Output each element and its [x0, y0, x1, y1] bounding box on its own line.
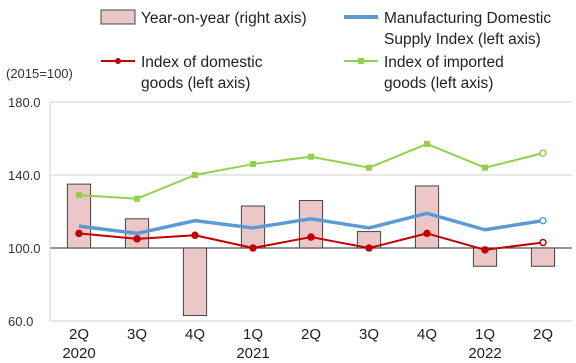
legend-label-bars: Year-on-year (right axis)	[141, 10, 307, 27]
series-point-2	[250, 161, 256, 168]
legend-marker-series-1	[115, 58, 121, 64]
bar	[66, 183, 92, 249]
x-tick-label: 4Q	[417, 326, 437, 343]
series-point-2	[192, 172, 198, 178]
bar	[298, 200, 324, 249]
x-year-label: 2022	[468, 345, 501, 362]
series-point-1	[191, 231, 199, 239]
x-tick-label: 1Q	[475, 326, 495, 343]
x-year-label: 2021	[236, 345, 269, 362]
x-year-label: 2020	[62, 345, 95, 362]
y-tick-label: 100.0	[8, 241, 41, 256]
x-tick-label: 2Q	[69, 326, 89, 343]
series-point-2	[76, 192, 82, 199]
y-tick-label: 180.0	[8, 95, 41, 110]
legend-label-series-1-line-1: Index of domestic	[141, 54, 263, 71]
series-point-1	[249, 244, 257, 252]
series-point-2	[539, 149, 547, 157]
series-point-1	[481, 246, 489, 254]
y-tick-label: 140.0	[8, 168, 41, 183]
series-point-2	[366, 164, 372, 171]
series-point-1	[539, 238, 547, 247]
series-point-1	[423, 229, 431, 238]
series-point-1	[133, 235, 141, 243]
x-tick-label: 3Q	[359, 326, 379, 343]
series-point-2	[424, 140, 430, 147]
x-axis-ticks: 2Q 2020 3Q 4Q 1Q 2021 2Q 3Q 4Q 1Q 2022 2Q	[62, 326, 553, 362]
series-line-0	[78, 211, 544, 236]
series-point-1	[75, 229, 83, 238]
series-point-2	[482, 164, 488, 171]
legend: Year-on-year (right axis) Manufacturing …	[100, 9, 551, 92]
x-tick-label: 3Q	[127, 326, 147, 343]
series-point-1	[365, 244, 373, 252]
y-axis-ticks: 60.0 100.0 140.0 180.0	[8, 95, 41, 329]
series-point-2	[134, 195, 140, 202]
legend-label-series-2-line-1: Index of imported	[384, 54, 504, 71]
series-point-1	[307, 233, 315, 241]
legend-label-series-0-line-1: Manufacturing Domestic	[384, 10, 551, 27]
x-tick-label: 2Q	[301, 326, 321, 343]
bar	[182, 247, 208, 317]
legend-label-series-1-line-2: goods (left axis)	[141, 75, 250, 92]
x-tick-label: 2Q	[533, 326, 553, 343]
legend-marker-series-2	[358, 58, 364, 64]
bar	[530, 247, 556, 267]
series-point-0	[539, 216, 547, 225]
series-line-2	[78, 142, 544, 200]
y-tick-label: 60.0	[8, 314, 33, 329]
series-point-2	[308, 153, 314, 160]
legend-label-series-2-line-2: goods (left axis)	[384, 75, 493, 92]
x-tick-label: 1Q	[243, 326, 263, 343]
legend-label-series-0-line-2: Supply Index (left axis)	[384, 31, 541, 48]
legend-swatch-bars	[100, 9, 136, 25]
y-axis-unit-label: (2015=100)	[6, 66, 73, 81]
series-lines	[75, 140, 547, 254]
x-tick-label: 4Q	[185, 326, 205, 343]
